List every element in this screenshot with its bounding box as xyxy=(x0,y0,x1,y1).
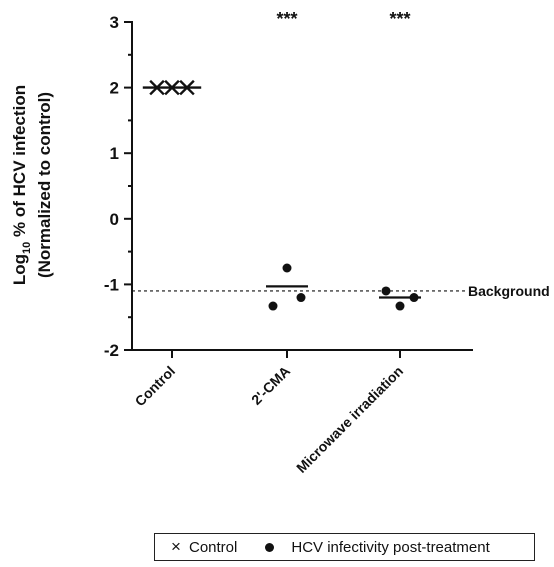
legend-item-treatment: HCV infectivity post-treatment xyxy=(261,538,490,556)
y-axis-label-line1: Log10 % of HCV infection xyxy=(10,85,33,285)
y-tick-label: 2 xyxy=(110,79,119,98)
y-tick-label: 0 xyxy=(110,210,119,229)
treatment-point xyxy=(296,293,306,303)
x-tick-label: Microwave irradiation xyxy=(293,363,406,476)
chart-marks: Background *** *** xyxy=(132,9,550,311)
significance-label: *** xyxy=(389,9,410,29)
y-tick-label: -2 xyxy=(104,341,119,360)
legend: × Control HCV infectivity post-treatment xyxy=(154,533,535,561)
x-tick-label: 2'-CMA xyxy=(248,363,293,408)
axes: 3 2 1 0 -1 -2 Control 2'-CMA Microwave irradiati… xyxy=(104,13,473,476)
y-tick-label: -1 xyxy=(104,275,119,294)
legend-item-control: × Control xyxy=(167,537,237,557)
x-tick-label: Control xyxy=(132,363,179,410)
legend-label-treatment: HCV infectivity post-treatment xyxy=(291,538,490,556)
treatment-point xyxy=(268,301,278,311)
treatment-point xyxy=(282,263,292,273)
treatment-point xyxy=(381,286,391,296)
y-axis-label-line2: (Normalized to control) xyxy=(35,92,54,278)
x-marker-icon: × xyxy=(171,537,181,556)
dot-marker-icon xyxy=(265,542,275,552)
y-tick-label: 1 xyxy=(110,144,119,163)
treatment-point xyxy=(395,301,405,311)
y-axis-label: Log10 % of HCV infection (Normalized to c… xyxy=(10,85,54,285)
background-label: Background xyxy=(468,283,550,299)
legend-label-control: Control xyxy=(189,538,238,556)
chart: Log10 % of HCV infection (Normalized to c… xyxy=(10,9,550,476)
y-tick-label: 3 xyxy=(110,13,119,32)
significance-label: *** xyxy=(276,9,297,29)
